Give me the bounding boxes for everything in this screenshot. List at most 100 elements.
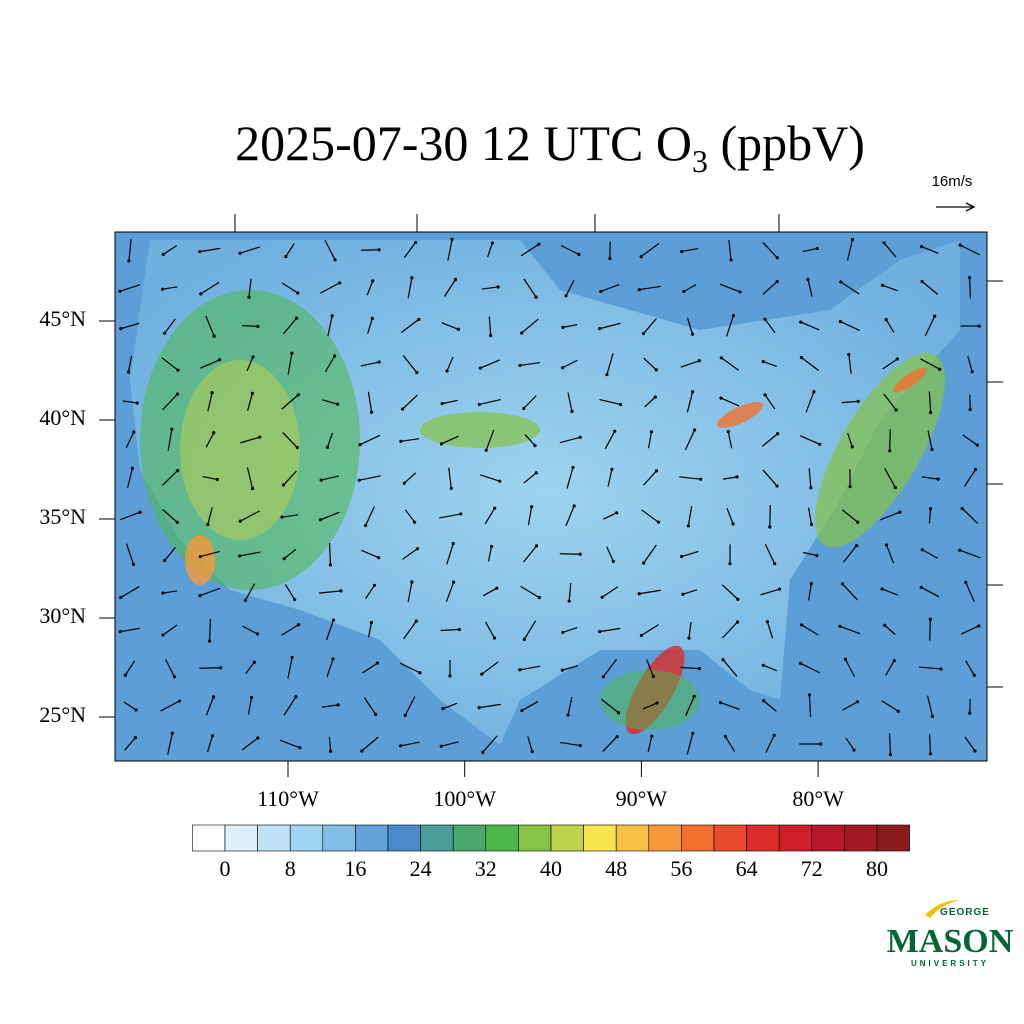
lat-label: 40°N xyxy=(39,405,86,430)
wind-arrow xyxy=(568,582,572,602)
wind-arrow xyxy=(687,506,693,526)
wind-arrow xyxy=(160,700,180,712)
wind-arrow xyxy=(521,318,539,334)
wind-arrow xyxy=(119,284,141,292)
wind-arrowhead xyxy=(850,237,855,242)
wind-arrowhead xyxy=(719,396,723,400)
wind-arrowhead xyxy=(284,254,288,259)
gulf-green xyxy=(600,670,700,730)
wind-arrow xyxy=(326,432,334,448)
wind-arrowhead xyxy=(328,749,333,753)
colorbar-box xyxy=(550,824,584,852)
wind-arrowhead xyxy=(217,358,222,362)
wind-arrowhead xyxy=(697,359,701,363)
wind-arrowhead xyxy=(451,580,456,584)
wind-arrow xyxy=(524,434,536,446)
wind-arrowhead xyxy=(250,486,255,491)
wind-arrowhead xyxy=(118,289,122,293)
wind-arrowhead xyxy=(440,402,444,406)
wind-arrow xyxy=(967,356,973,372)
wind-arrow xyxy=(681,550,699,558)
wind-arrow xyxy=(487,242,493,258)
wind-arrow xyxy=(404,696,416,716)
wind-arrow xyxy=(321,704,339,708)
wind-arrowhead xyxy=(177,699,182,703)
wind-arrow xyxy=(448,467,452,489)
wind-arrow xyxy=(246,467,254,489)
wind-arrowhead xyxy=(450,237,454,241)
wind-arrowhead xyxy=(331,657,335,661)
wind-arrowhead xyxy=(296,623,301,627)
wind-arrowhead xyxy=(775,256,779,260)
wind-arrowhead xyxy=(318,518,323,522)
wind-arrow xyxy=(283,696,297,716)
wind-arrow xyxy=(403,472,417,484)
wind-arrow xyxy=(127,355,133,373)
wind-arrow xyxy=(281,394,299,410)
wind-arrow xyxy=(801,357,819,371)
wind-arrow xyxy=(287,353,293,375)
wind-arrowhead xyxy=(417,317,421,322)
wind-arrowhead xyxy=(637,287,642,292)
wind-arrow xyxy=(446,543,454,565)
wind-arrowhead xyxy=(650,734,654,738)
wind-arrowhead xyxy=(161,633,165,637)
wind-arrowhead xyxy=(199,292,203,296)
wind-arrowhead xyxy=(537,596,541,600)
wind-arrow xyxy=(643,470,657,486)
wind-arrow xyxy=(162,624,178,636)
wind-arrowhead xyxy=(930,447,934,451)
wind-arrowhead xyxy=(377,556,381,560)
title-subscript: 3 xyxy=(692,143,708,179)
wind-arrow xyxy=(682,589,698,595)
colorbar-box xyxy=(420,824,454,852)
wind-arrow xyxy=(205,432,215,448)
wind-arrow xyxy=(242,625,258,635)
wind-arrowhead xyxy=(319,478,323,482)
wind-arrowhead xyxy=(691,731,695,736)
wind-arrowhead xyxy=(852,748,856,752)
wind-arrow xyxy=(761,433,779,447)
wind-arrowhead xyxy=(333,354,337,358)
wind-arrow xyxy=(680,360,700,368)
wind-arrowhead xyxy=(692,694,696,698)
wind-arrow xyxy=(763,664,777,672)
colorbar-box xyxy=(746,824,780,852)
wind-arrowhead xyxy=(729,258,733,262)
wind-arrowhead xyxy=(449,486,453,490)
wind-arrow xyxy=(207,507,213,525)
wind-arrowhead xyxy=(731,522,735,526)
wind-arrow xyxy=(643,357,657,371)
wind-arrow xyxy=(679,476,701,480)
wind-arrow xyxy=(888,733,892,755)
wind-arrow xyxy=(520,585,540,599)
wind-arrow xyxy=(484,507,496,525)
wind-arrow xyxy=(766,621,774,639)
wind-arrow xyxy=(647,736,653,752)
wind-arrow xyxy=(840,281,860,295)
wind-arrowhead xyxy=(238,251,242,255)
wind-arrowhead xyxy=(570,409,574,413)
colorbar-label: 0 xyxy=(220,856,231,881)
wind-arrowhead xyxy=(738,290,742,294)
wind-arrowhead xyxy=(251,355,255,359)
wind-arrowhead xyxy=(928,617,932,621)
wind-arrowhead xyxy=(888,449,892,453)
wind-arrow xyxy=(167,429,173,451)
wind-arrow xyxy=(884,468,896,488)
wind-arrowhead xyxy=(258,435,262,439)
wind-arrow xyxy=(399,662,421,674)
wind-arrowhead xyxy=(118,630,122,634)
wind-arrowhead xyxy=(567,599,571,603)
wind-arrowhead xyxy=(374,712,378,716)
wind-arrow xyxy=(719,283,741,293)
wind-arrow xyxy=(122,400,138,404)
wind-arrow xyxy=(481,286,499,290)
wind-arrowhead xyxy=(653,395,657,399)
wind-arrowhead xyxy=(198,250,202,254)
wind-arrow xyxy=(929,619,931,641)
wind-arrowhead xyxy=(175,392,180,396)
wind-arrowhead xyxy=(920,548,924,552)
wind-arrow xyxy=(885,660,895,676)
